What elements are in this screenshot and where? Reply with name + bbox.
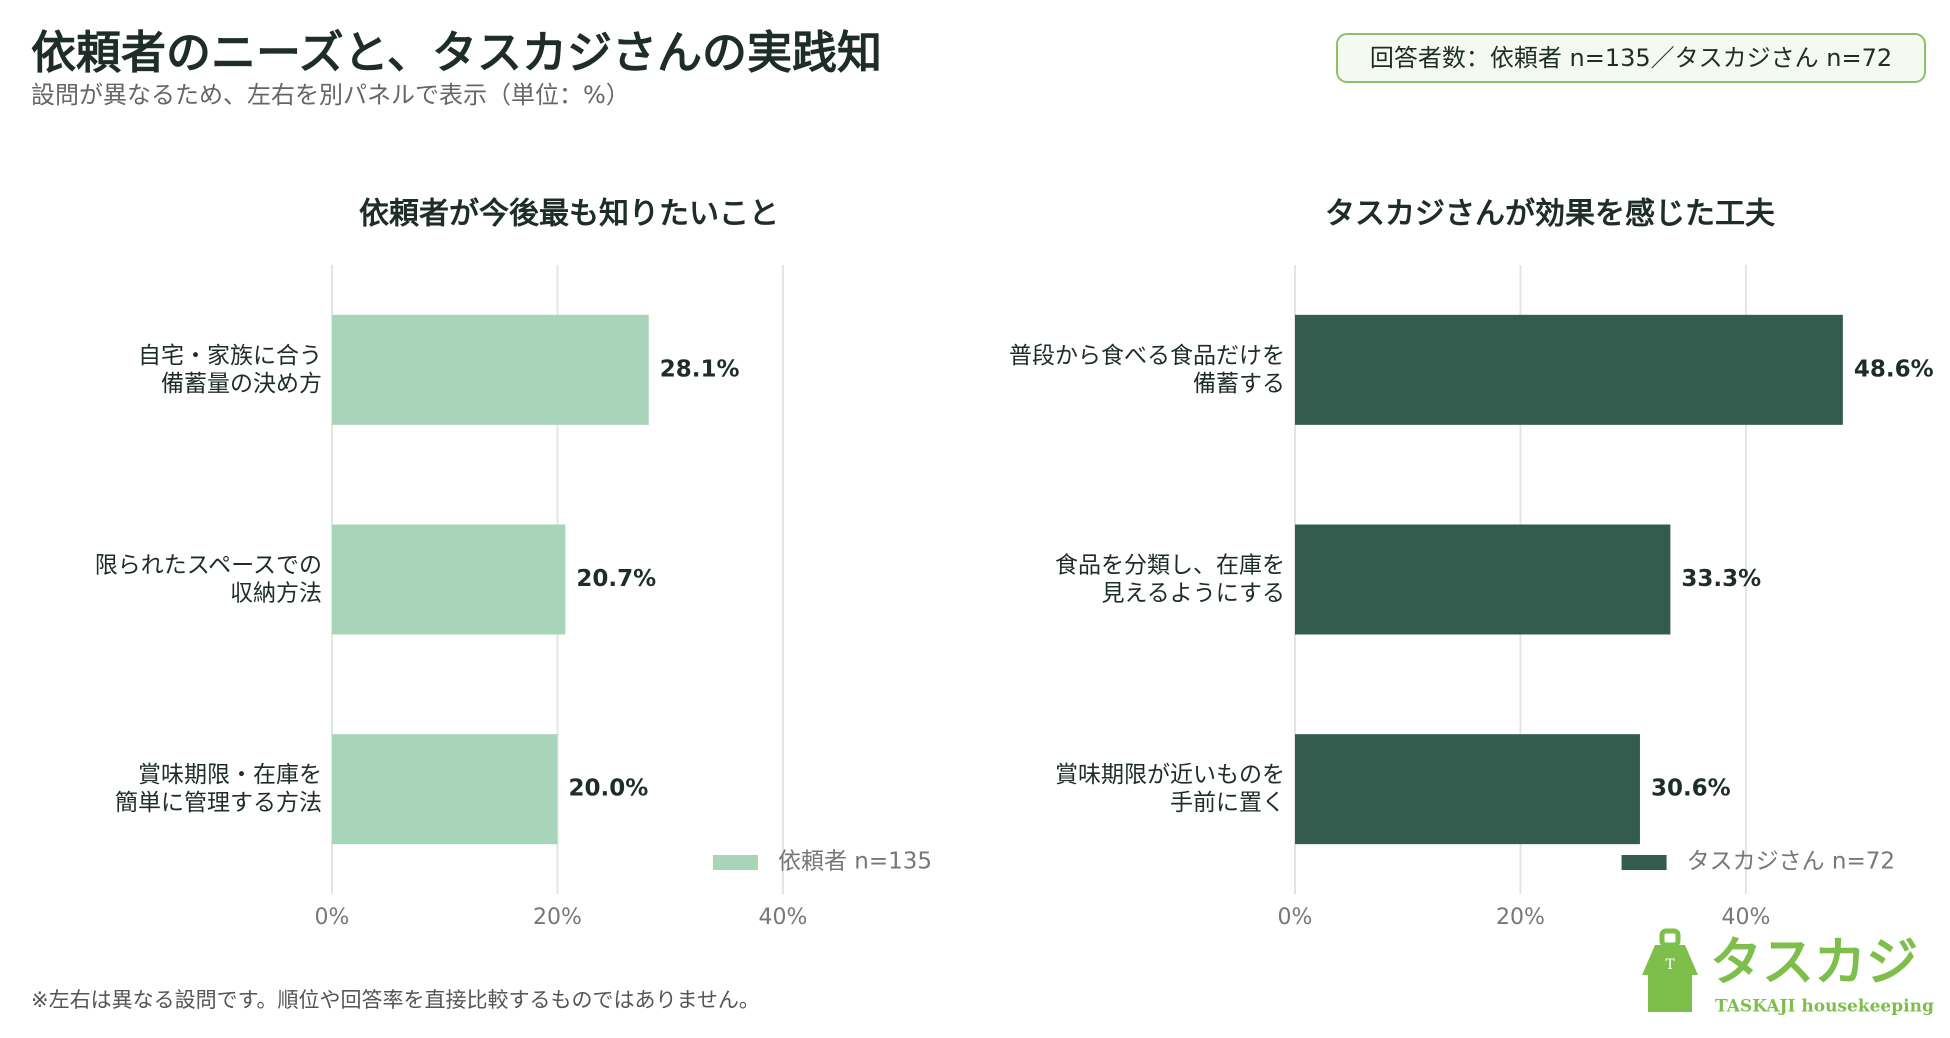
category-line: 備蓄量の決め方	[161, 370, 322, 396]
bar	[1295, 734, 1640, 845]
x-tick-label: 20%	[533, 905, 582, 930]
category-label: 限られたスペースでの収納方法	[95, 552, 322, 606]
badge: 回答者数：依頼者 n=135／タスカジさん n=72	[1370, 44, 1892, 72]
category-line: 賞味期限が近いものを	[1055, 762, 1285, 788]
subtitle: 設問が異なるため、左右を別パネルで表示（単位：%）	[31, 81, 630, 109]
category-label: 自宅・家族に合う備蓄量の決め方	[138, 342, 322, 396]
category-line: 自宅・家族に合う	[138, 342, 322, 368]
category-label: 賞味期限・在庫を簡単に管理する方法	[115, 762, 322, 816]
logo-subtext: TASKAJI housekeeping	[1715, 997, 1934, 1017]
panel-title: タスカジさんが効果を感じた工夫	[1325, 197, 1776, 232]
x-tick-label: 40%	[758, 905, 807, 930]
value-label: 33.3%	[1681, 566, 1761, 592]
legend-label: タスカジさん n=72	[1687, 849, 1895, 875]
value-label: 28.1%	[660, 356, 740, 382]
bar	[332, 524, 566, 635]
category-label: 食品を分類し、在庫を見えるようにする	[1055, 552, 1285, 606]
x-tick-label: 20%	[1496, 905, 1545, 930]
title: 依頼者のニーズと、タスカジさんの実践知	[31, 26, 882, 79]
category-line: 限られたスペースでの	[95, 552, 322, 578]
bar	[1295, 524, 1671, 635]
bar	[332, 314, 649, 425]
category-line: 普段から食べる食品だけを	[1009, 342, 1285, 368]
x-tick-label: 40%	[1721, 905, 1770, 930]
value-label: 20.7%	[576, 566, 656, 592]
logo-text: タスカジ	[1710, 933, 1918, 993]
category-line: 賞味期限・在庫を	[138, 762, 322, 788]
bar	[332, 734, 558, 845]
category-line: 食品を分類し、在庫を	[1055, 552, 1285, 578]
category-line: 簡単に管理する方法	[115, 790, 322, 816]
value-label: 20.0%	[568, 776, 648, 802]
legend-label: 依頼者 n=135	[778, 849, 932, 875]
x-tick-label: 0%	[315, 905, 350, 930]
category-line: 備蓄する	[1193, 370, 1285, 396]
legend-swatch	[1621, 855, 1667, 870]
value-label: 48.6%	[1854, 356, 1934, 382]
x-tick-label: 0%	[1278, 905, 1313, 930]
category-label: 賞味期限が近いものを手前に置く	[1055, 762, 1285, 816]
badge-box	[1336, 33, 1926, 83]
category-line: 収納方法	[230, 580, 322, 606]
category-label: 普段から食べる食品だけを備蓄する	[1009, 342, 1285, 396]
footnote: ※左右は異なる設問です。順位や回答率を直接比較するものではありません。	[31, 988, 760, 1012]
panel-title: 依頼者が今後最も知りたいこと	[359, 197, 779, 232]
category-line: 見えるようにする	[1101, 580, 1285, 606]
category-line: 手前に置く	[1170, 790, 1285, 816]
value-label: 30.6%	[1651, 776, 1731, 802]
svg-text:T: T	[1665, 957, 1675, 973]
logo-icon: T	[1642, 928, 1698, 1012]
bar	[1295, 314, 1843, 425]
legend-swatch	[712, 855, 758, 870]
